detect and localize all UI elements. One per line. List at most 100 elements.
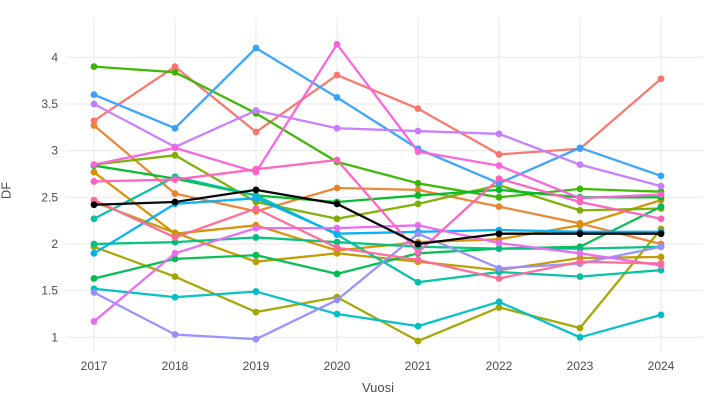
- series-marker-line-10[interactable]: [495, 245, 503, 253]
- series-marker-line-13[interactable]: [90, 249, 98, 257]
- series-marker-line-13[interactable]: [333, 230, 341, 238]
- series-marker-line-21[interactable]: [414, 240, 422, 248]
- series-marker-line-03[interactable]: [90, 168, 98, 176]
- series-marker-line-09[interactable]: [657, 203, 665, 211]
- series-marker-line-09[interactable]: [252, 251, 260, 259]
- series-marker-line-19[interactable]: [90, 178, 98, 185]
- series-marker-line-12[interactable]: [657, 311, 665, 319]
- series-marker-line-12[interactable]: [252, 288, 260, 295]
- series-marker-line-10[interactable]: [333, 238, 341, 246]
- series-marker-line-02[interactable]: [90, 122, 98, 129]
- series-marker-line-18[interactable]: [90, 161, 98, 169]
- series-marker-line-05[interactable]: [576, 324, 584, 332]
- series-marker-line-19[interactable]: [414, 248, 422, 256]
- series-marker-line-08[interactable]: [414, 192, 422, 199]
- series-marker-line-21[interactable]: [495, 230, 503, 238]
- series-marker-line-20[interactable]: [495, 275, 503, 282]
- series-marker-line-05[interactable]: [495, 304, 503, 311]
- series-marker-line-08[interactable]: [495, 186, 503, 194]
- series-marker-line-07[interactable]: [90, 63, 98, 71]
- series-marker-line-01[interactable]: [495, 150, 503, 158]
- series-marker-line-12[interactable]: [333, 310, 341, 318]
- series-marker-line-17[interactable]: [414, 221, 422, 229]
- series-marker-line-15[interactable]: [414, 230, 422, 238]
- series-marker-line-19[interactable]: [171, 176, 179, 183]
- series-marker-line-06[interactable]: [333, 215, 341, 223]
- series-marker-line-10[interactable]: [252, 234, 260, 241]
- series-marker-line-09[interactable]: [171, 255, 179, 263]
- series-marker-line-15[interactable]: [252, 335, 260, 343]
- series-marker-line-12[interactable]: [576, 333, 584, 341]
- series-marker-line-20[interactable]: [333, 244, 341, 252]
- series-marker-line-07[interactable]: [414, 179, 422, 187]
- series-marker-line-12[interactable]: [495, 298, 503, 306]
- series-marker-line-15[interactable]: [333, 296, 341, 304]
- series-marker-line-18[interactable]: [333, 40, 341, 48]
- series-marker-line-10[interactable]: [90, 240, 98, 248]
- series-marker-line-04[interactable]: [171, 229, 179, 237]
- series-marker-line-16[interactable]: [414, 127, 422, 135]
- series-marker-line-17[interactable]: [90, 318, 98, 325]
- series-marker-line-05[interactable]: [252, 308, 260, 316]
- series-marker-line-06[interactable]: [576, 206, 584, 214]
- series-marker-line-19[interactable]: [495, 175, 503, 183]
- series-marker-line-16[interactable]: [333, 124, 341, 132]
- series-marker-line-14[interactable]: [252, 44, 260, 52]
- series-marker-line-02[interactable]: [414, 186, 422, 194]
- series-marker-line-07[interactable]: [495, 193, 503, 201]
- series-marker-line-21[interactable]: [171, 198, 179, 206]
- series-marker-line-10[interactable]: [171, 238, 179, 246]
- series-marker-line-01[interactable]: [657, 75, 665, 83]
- series-marker-line-06[interactable]: [414, 200, 422, 208]
- series-marker-line-15[interactable]: [171, 331, 179, 338]
- series-marker-line-18[interactable]: [414, 148, 422, 155]
- series-marker-line-16[interactable]: [252, 107, 260, 114]
- series-marker-line-07[interactable]: [576, 185, 584, 193]
- series-marker-line-16[interactable]: [495, 130, 503, 138]
- series-marker-line-03[interactable]: [576, 221, 584, 229]
- series-marker-line-04[interactable]: [333, 249, 341, 257]
- series-marker-line-17[interactable]: [333, 224, 341, 232]
- series-marker-line-01[interactable]: [90, 117, 98, 125]
- series-marker-line-11[interactable]: [657, 266, 665, 274]
- series-marker-line-21[interactable]: [657, 230, 665, 238]
- series-marker-line-19[interactable]: [657, 215, 665, 223]
- series-marker-line-14[interactable]: [90, 91, 98, 99]
- series-marker-line-16[interactable]: [657, 182, 665, 190]
- series-marker-line-18[interactable]: [657, 191, 665, 198]
- series-marker-line-01[interactable]: [414, 105, 422, 113]
- series-marker-line-20[interactable]: [90, 196, 98, 204]
- series-marker-line-20[interactable]: [171, 234, 179, 241]
- series-marker-line-01[interactable]: [333, 71, 341, 79]
- series-marker-line-20[interactable]: [657, 260, 665, 267]
- series-marker-line-10[interactable]: [576, 245, 584, 253]
- series-marker-line-17[interactable]: [252, 224, 260, 232]
- series-marker-line-02[interactable]: [495, 203, 503, 211]
- series-marker-line-21[interactable]: [90, 201, 98, 209]
- series-marker-line-17[interactable]: [171, 249, 179, 257]
- series-marker-line-21[interactable]: [252, 186, 260, 194]
- series-marker-line-04[interactable]: [657, 253, 665, 261]
- series-marker-line-17[interactable]: [495, 239, 503, 247]
- series-marker-line-01[interactable]: [171, 63, 179, 71]
- series-marker-line-14[interactable]: [576, 144, 584, 152]
- series-marker-line-01[interactable]: [252, 128, 260, 136]
- series-marker-line-05[interactable]: [414, 337, 422, 345]
- series-marker-line-19[interactable]: [333, 156, 341, 164]
- series-marker-line-05[interactable]: [171, 273, 179, 281]
- series-marker-line-21[interactable]: [333, 200, 341, 208]
- series-marker-line-13[interactable]: [252, 194, 260, 202]
- series-marker-line-18[interactable]: [171, 144, 179, 152]
- series-marker-line-11[interactable]: [576, 273, 584, 281]
- series-marker-line-02[interactable]: [333, 184, 341, 192]
- series-marker-line-17[interactable]: [576, 249, 584, 257]
- series-marker-line-14[interactable]: [657, 172, 665, 180]
- series-marker-line-16[interactable]: [576, 161, 584, 169]
- series-marker-line-12[interactable]: [414, 322, 422, 330]
- series-marker-line-18[interactable]: [495, 162, 503, 169]
- series-marker-line-04[interactable]: [252, 258, 260, 266]
- series-marker-line-02[interactable]: [171, 190, 179, 197]
- series-marker-line-11[interactable]: [414, 278, 422, 286]
